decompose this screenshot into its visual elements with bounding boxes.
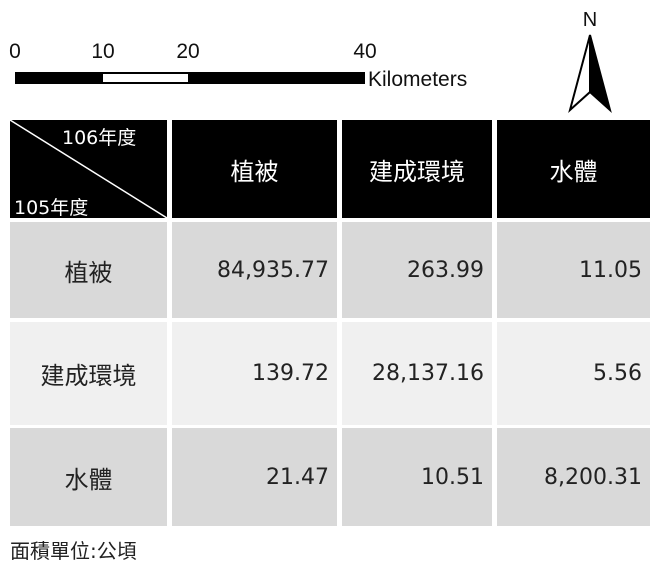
north-label: N bbox=[583, 9, 597, 31]
scale-label: 10 bbox=[91, 40, 114, 63]
corner-cell bbox=[10, 120, 167, 218]
row-header: 水體 bbox=[10, 428, 167, 526]
north-arrow-left bbox=[568, 34, 591, 113]
north-arrow-right bbox=[589, 34, 612, 113]
table-cell: 84,935.77 bbox=[172, 222, 337, 318]
scale-label: 20 bbox=[176, 40, 199, 63]
column-header: 植被 bbox=[172, 120, 337, 218]
table-cell: 28,137.16 bbox=[342, 322, 492, 425]
table-cell: 8,200.31 bbox=[497, 428, 650, 526]
scale-label: 40 bbox=[353, 40, 376, 63]
scale-unit: Kilometers bbox=[368, 68, 467, 91]
table-cell: 21.47 bbox=[172, 428, 337, 526]
table-cell: 5.56 bbox=[497, 322, 650, 425]
table-cell: 263.99 bbox=[342, 222, 492, 318]
corner-bottom: 105年度 bbox=[14, 197, 89, 219]
table-cell: 10.51 bbox=[342, 428, 492, 526]
scale-bar bbox=[15, 72, 365, 84]
scale-segment bbox=[103, 74, 188, 82]
footnote: 面積單位:公頃 bbox=[10, 539, 137, 563]
row-header: 植被 bbox=[10, 222, 167, 318]
row-header: 建成環境 bbox=[10, 322, 167, 425]
column-header: 建成環境 bbox=[342, 120, 492, 218]
corner-top: 106年度 bbox=[62, 127, 137, 149]
table-cell: 139.72 bbox=[172, 322, 337, 425]
column-header: 水體 bbox=[497, 120, 650, 218]
scale-outline bbox=[15, 72, 365, 84]
corner-diagonal bbox=[10, 120, 167, 218]
scale-label: 0 bbox=[9, 40, 21, 63]
table-cell: 11.05 bbox=[497, 222, 650, 318]
map-decor: Kilometers N 0 10 20 40 bbox=[9, 9, 612, 113]
